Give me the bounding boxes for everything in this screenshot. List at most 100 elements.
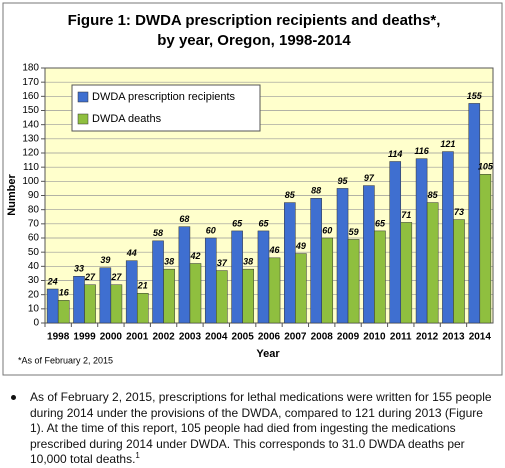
y-tick-label: 130 — [22, 133, 39, 144]
value-label: 27 — [84, 272, 96, 282]
x-tick-label: 2008 — [311, 332, 334, 343]
bar — [400, 222, 413, 324]
y-tick-label: 180 — [22, 63, 39, 74]
bullet — [11, 395, 16, 400]
value-label: 24 — [47, 276, 58, 286]
x-tick-label: 2014 — [469, 332, 492, 343]
value-label: 68 — [179, 214, 189, 224]
bar — [204, 237, 217, 324]
value-label: 38 — [164, 257, 174, 267]
x-tick-label: 2013 — [442, 332, 465, 343]
chart: Figure 1: DWDA prescription recipients a… — [2, 2, 503, 376]
bar — [57, 300, 70, 324]
bar — [389, 161, 402, 324]
value-label: 44 — [126, 248, 137, 258]
legend-swatch — [77, 113, 89, 125]
value-label: 121 — [440, 139, 455, 149]
value-label: 38 — [243, 257, 253, 267]
value-label: 37 — [217, 258, 228, 268]
x-tick-label: 2000 — [100, 332, 123, 343]
bar — [136, 293, 149, 324]
y-tick-label: 160 — [22, 91, 39, 102]
y-tick-label: 10 — [28, 303, 40, 314]
value-label: 33 — [74, 264, 84, 274]
value-label: 60 — [322, 225, 332, 235]
y-tick-label: 110 — [23, 162, 39, 173]
value-label: 65 — [258, 218, 269, 228]
y-tick-label: 30 — [28, 275, 40, 286]
footnote-ref: 1 — [135, 451, 140, 460]
bar — [268, 257, 281, 324]
x-tick-label: 2011 — [390, 332, 412, 343]
bar — [73, 276, 85, 324]
y-tick-label: 140 — [22, 119, 39, 130]
bar — [257, 230, 270, 324]
value-label: 88 — [311, 186, 321, 196]
bar — [347, 239, 360, 324]
bar — [216, 270, 228, 324]
bar — [152, 240, 164, 324]
value-label: 95 — [338, 176, 349, 186]
bar — [415, 158, 428, 324]
value-label: 114 — [388, 149, 402, 159]
bar — [46, 288, 59, 324]
y-tick-label: 0 — [33, 318, 39, 329]
bar — [310, 198, 322, 324]
bar — [284, 202, 296, 324]
y-tick-label: 50 — [28, 247, 40, 258]
value-label: 46 — [269, 245, 281, 255]
value-label: 116 — [414, 146, 429, 156]
chart-title: Figure 1: DWDA prescription recipients a… — [68, 12, 441, 29]
bar — [110, 284, 123, 324]
footnote: *As of February 2, 2015 — [18, 355, 113, 365]
y-tick-label: 20 — [28, 289, 40, 300]
x-tick-label: 2001 — [126, 332, 149, 343]
value-label: 16 — [59, 288, 70, 298]
value-label: 60 — [206, 225, 216, 235]
x-tick-label: 2005 — [232, 332, 255, 343]
bar — [189, 263, 202, 324]
bar — [479, 174, 492, 324]
paragraph: As of February 2, 2015, prescriptions fo… — [30, 390, 498, 468]
value-label: 65 — [232, 218, 243, 228]
bar — [125, 260, 138, 324]
value-label: 85 — [285, 190, 296, 200]
value-label: 155 — [467, 91, 483, 101]
y-tick-label: 40 — [28, 261, 40, 272]
legend-box — [71, 84, 261, 132]
value-label: 97 — [364, 173, 375, 183]
value-label: 71 — [401, 210, 411, 220]
y-tick-label: 90 — [28, 190, 40, 201]
x-tick-label: 1998 — [47, 332, 70, 343]
paragraph-text: As of February 2, 2015, prescriptions fo… — [30, 390, 492, 466]
value-label: 73 — [454, 207, 464, 217]
value-label: 27 — [110, 272, 122, 282]
bar — [336, 188, 349, 324]
value-label: 42 — [189, 251, 200, 261]
value-label: 39 — [100, 255, 110, 265]
value-label: 58 — [153, 228, 163, 238]
y-tick-label: 70 — [28, 218, 40, 229]
value-label: 59 — [349, 227, 359, 237]
x-tick-label: 2012 — [416, 332, 439, 343]
bar — [321, 237, 334, 324]
y-tick-label: 150 — [22, 105, 39, 116]
bar — [453, 219, 465, 324]
value-label: 21 — [137, 281, 148, 291]
y-axis-label: Number — [6, 174, 18, 216]
x-tick-label: 2004 — [205, 332, 228, 343]
legend-label: DWDA prescription recipients — [92, 91, 236, 103]
bar — [426, 202, 439, 324]
bar — [242, 268, 254, 324]
bar — [442, 151, 454, 324]
x-tick-label: 2002 — [152, 332, 175, 343]
chart-title: by year, Oregon, 1998-2014 — [157, 32, 351, 49]
legend-label: DWDA deaths — [92, 113, 162, 125]
y-tick-label: 60 — [28, 233, 40, 244]
bar — [231, 230, 243, 324]
bar — [178, 226, 191, 324]
y-tick-label: 120 — [22, 148, 39, 159]
x-tick-label: 2009 — [337, 332, 360, 343]
bar — [84, 284, 96, 324]
bar — [295, 253, 307, 324]
